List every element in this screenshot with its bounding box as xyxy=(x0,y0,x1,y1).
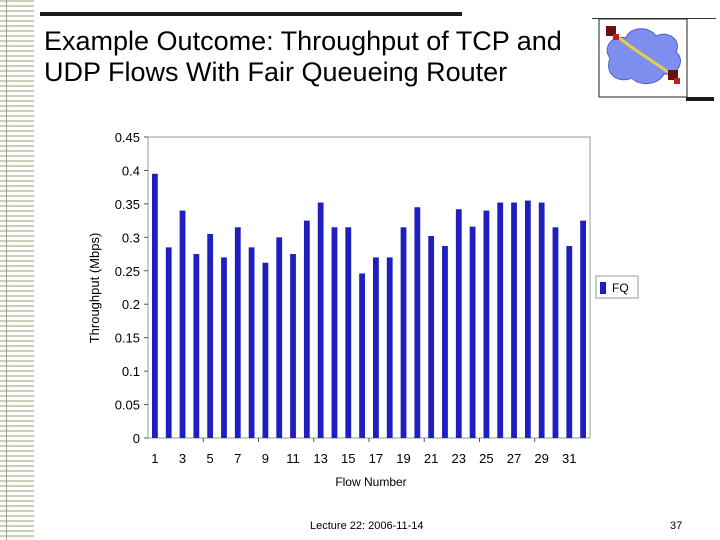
bar-flow-24 xyxy=(469,226,476,438)
x-tick-label: 25 xyxy=(479,451,493,466)
y-tick-label: 0.4 xyxy=(122,163,140,178)
x-tick-label: 9 xyxy=(262,451,269,466)
legend-box xyxy=(595,275,639,299)
x-tick-label: 15 xyxy=(341,451,355,466)
bar-flow-31 xyxy=(566,246,573,438)
bar-flow-1 xyxy=(152,173,158,439)
bar-flow-14 xyxy=(331,227,338,438)
network-node xyxy=(668,70,678,80)
x-tick-label: 27 xyxy=(507,451,521,466)
legend-swatch xyxy=(600,282,606,294)
title-rule xyxy=(40,12,462,16)
x-tick-label: 17 xyxy=(369,451,383,466)
plot-area-frame xyxy=(147,136,591,439)
bar-flow-2 xyxy=(165,247,172,438)
bar-flow-5 xyxy=(207,233,214,438)
bar-flow-21 xyxy=(428,235,435,438)
y-tick-label: 0.45 xyxy=(115,130,140,145)
bar-flow-29 xyxy=(538,202,545,438)
y-tick-label: 0.3 xyxy=(122,230,140,245)
y-tick-label: 0 xyxy=(133,431,140,446)
footer-text: Lecture 22: 2006-11-14 xyxy=(310,520,424,532)
x-tick-label: 11 xyxy=(286,451,300,466)
bar-flow-32 xyxy=(580,220,586,438)
bar-flow-30 xyxy=(552,227,559,438)
network-node xyxy=(674,78,680,84)
bar-flow-20 xyxy=(414,207,421,438)
bar-flow-4 xyxy=(193,254,200,438)
x-tick-label: 5 xyxy=(207,451,214,466)
bar-flow-12 xyxy=(303,220,310,438)
network-node xyxy=(606,26,616,36)
bar-flow-16 xyxy=(359,273,365,438)
bar-flow-11 xyxy=(290,254,296,438)
y-tick-label: 0.2 xyxy=(122,297,140,312)
x-tick-label: 7 xyxy=(234,451,241,466)
y-tick-label: 0.15 xyxy=(115,331,140,346)
y-axis-title: Throughput (Mbps) xyxy=(87,233,102,344)
y-tick-label: 0.35 xyxy=(115,197,140,212)
bar-flow-23 xyxy=(455,209,462,438)
y-tick-label: 0.05 xyxy=(115,398,140,413)
bar-flow-6 xyxy=(221,257,227,438)
corner-rule xyxy=(686,97,714,101)
title-line-1: Example Outcome: Throughput of TCP and xyxy=(44,26,562,56)
x-tick-label: 29 xyxy=(534,451,548,466)
x-tick-label: 13 xyxy=(313,451,327,466)
x-tick-label: 23 xyxy=(452,451,466,466)
bar-flow-7 xyxy=(234,227,241,438)
decorative-stripes xyxy=(0,0,34,540)
bar-flow-25 xyxy=(483,210,490,438)
bar-flow-19 xyxy=(400,227,407,438)
bar-flow-10 xyxy=(276,237,283,438)
bar-flow-3 xyxy=(179,210,186,438)
bar-flow-17 xyxy=(373,257,379,438)
bar-flow-28 xyxy=(524,200,531,438)
y-tick-label: 0.1 xyxy=(122,364,140,379)
y-tick-label: 0.25 xyxy=(115,264,140,279)
x-tick-label: 31 xyxy=(562,451,576,466)
x-tick-label: 19 xyxy=(396,451,410,466)
bar-flow-9 xyxy=(262,262,269,438)
legend-label: FQ xyxy=(612,281,629,295)
bar-flow-8 xyxy=(248,247,255,438)
network-node xyxy=(613,34,619,40)
bar-flow-15 xyxy=(345,227,352,438)
slide-title: Example Outcome: Throughput of TCP and U… xyxy=(44,26,694,88)
page-number: 37 xyxy=(670,520,683,532)
x-tick-label: 21 xyxy=(424,451,438,466)
title-line-2: UDP Flows With Fair Queueing Router xyxy=(44,57,508,87)
bar-flow-13 xyxy=(317,202,324,438)
network-logo-icon xyxy=(598,18,688,98)
x-axis-title: Flow Number xyxy=(335,475,406,489)
x-tick-label: 3 xyxy=(179,451,186,466)
bar-flow-27 xyxy=(511,202,517,438)
bar-flow-22 xyxy=(442,246,448,438)
x-tick-label: 1 xyxy=(151,451,158,466)
bar-flow-18 xyxy=(386,257,393,438)
bar-flow-26 xyxy=(497,202,504,438)
